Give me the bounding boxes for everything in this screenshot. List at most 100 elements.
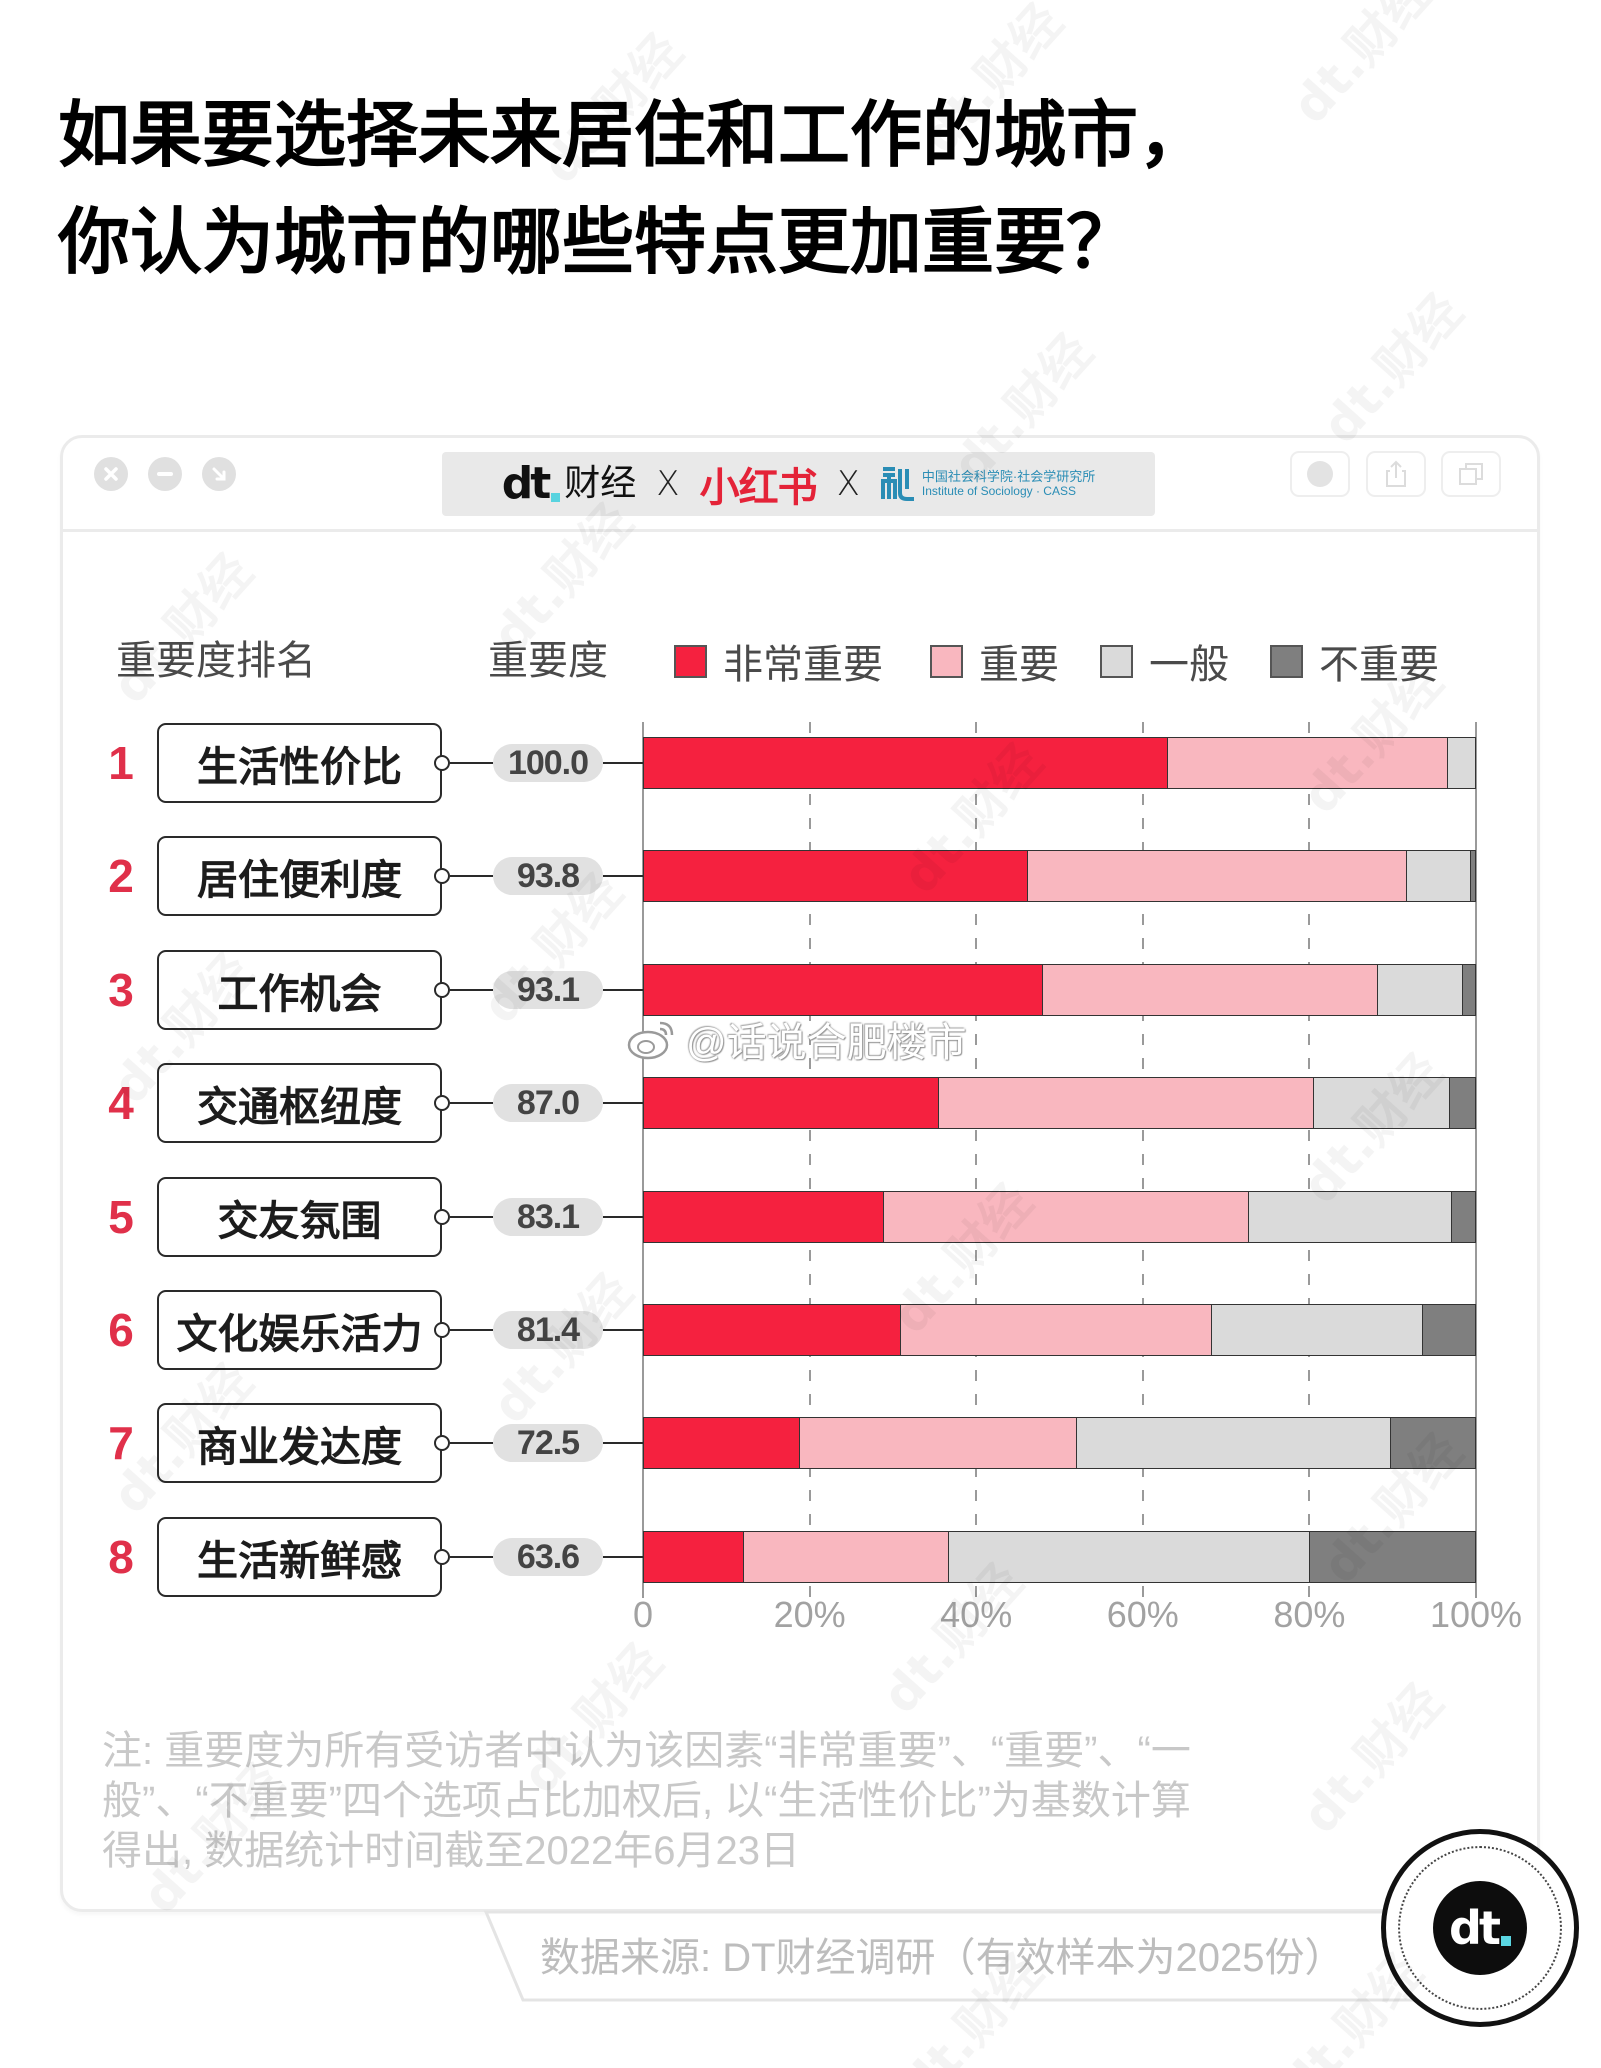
bar-segment-important xyxy=(1042,964,1378,1015)
importance-score: 72.5 xyxy=(493,1424,603,1463)
page-title: 如果要选择未来居住和工作的城市， 你认为城市的哪些特点更加重要？ xyxy=(58,82,1210,296)
minimize-button[interactable] xyxy=(148,457,182,491)
importance-score: 93.8 xyxy=(493,857,603,896)
connector-dot xyxy=(434,981,450,998)
title-line-2: 你认为城市的哪些特点更加重要？ xyxy=(58,200,1139,284)
bar-segment-not xyxy=(1391,1418,1475,1469)
bar-segment-very xyxy=(644,1078,939,1129)
factor-label: 生活新鲜感 xyxy=(197,1537,402,1584)
bar-segment-neutral xyxy=(1313,1078,1451,1129)
connector-line xyxy=(603,1215,643,1218)
bar-segment-neutral xyxy=(1248,1191,1452,1242)
legend-swatch xyxy=(674,644,707,678)
factor-label: 商业发达度 xyxy=(197,1424,402,1471)
rank-number: 3 xyxy=(108,963,134,1016)
cass-name-en: Institute of Sociology · CASS xyxy=(921,484,1076,498)
bar-segment-very xyxy=(644,1531,744,1582)
bar-segment-important xyxy=(1027,851,1407,902)
expand-button[interactable] xyxy=(202,457,236,491)
expand-arrow-icon xyxy=(212,467,226,481)
bar-segment-neutral xyxy=(1211,1305,1423,1355)
factor-label-box: 交友氛围 xyxy=(157,1176,442,1257)
stacked-bar xyxy=(643,1190,1476,1243)
dt-name: 财经 xyxy=(564,463,637,504)
factor-label: 工作机会 xyxy=(217,970,382,1017)
x-tick-label: 40% xyxy=(940,1594,1013,1635)
brand-badge-ring xyxy=(1398,1846,1562,2010)
legend-swatch xyxy=(930,644,963,678)
connector-line xyxy=(450,762,493,764)
dt-dot-icon xyxy=(551,493,561,502)
x-tick-label: 60% xyxy=(1106,1594,1179,1635)
bar-segment-very xyxy=(644,964,1043,1015)
record-circle-icon xyxy=(1307,461,1333,487)
x-tick-label: 0 xyxy=(632,1594,654,1635)
chart-row: 6 文化娱乐活力 81.4 xyxy=(0,1290,1601,1370)
cass-logo: 中国社会科学院·社会学研究所 Institute of Sociology · … xyxy=(880,467,1095,501)
partner-logos-bar: dt 财经 X 小红书 X 中国社会科学院·社会学研究所 Institute o… xyxy=(442,452,1155,516)
copy-windows-icon xyxy=(1459,463,1483,485)
mock-window: dt 财经 X 小红书 X 中国社会科学院·社会学研究所 Institute o… xyxy=(60,435,1540,1912)
factor-label-box: 工作机会 xyxy=(157,949,442,1030)
window-header-divider xyxy=(63,529,1537,532)
connector-dot xyxy=(434,1095,450,1112)
factor-label-box: 居住便利度 xyxy=(157,836,442,917)
title-line-1: 如果要选择未来居住和工作的城市， xyxy=(58,93,1211,177)
bar-segment-important xyxy=(900,1305,1212,1355)
bar-segment-important xyxy=(800,1418,1077,1469)
rank-number: 1 xyxy=(108,737,134,789)
cass-emblem-icon xyxy=(880,467,914,501)
bar-segment-not xyxy=(1309,1531,1475,1582)
record-button[interactable] xyxy=(1290,451,1350,497)
connector-line xyxy=(450,1215,493,1218)
footnote: 注: 重要度为所有受访者中认为该因素“非常重要”、“重要”、“一 般”、“不重要… xyxy=(102,1726,1191,1876)
bar-segment-very xyxy=(644,738,1169,788)
legend-item-very: 非常重要 xyxy=(674,636,883,687)
close-button[interactable] xyxy=(94,457,128,491)
badge-mark: dt xyxy=(1449,1901,1501,1955)
bar-segment-not xyxy=(1422,1305,1475,1355)
importance-score: 100.0 xyxy=(493,744,603,782)
connector-line xyxy=(450,1329,493,1331)
connector-dot xyxy=(434,1435,450,1452)
stacked-bar xyxy=(643,850,1476,903)
badge-dot-icon xyxy=(1500,1936,1511,1946)
bar-segment-neutral xyxy=(948,1531,1310,1582)
gridline xyxy=(808,722,811,1598)
bar-segment-not xyxy=(1470,851,1475,902)
dt-mark: dt xyxy=(501,458,552,509)
legend-item-neutral: 一般 xyxy=(1100,636,1229,687)
legend-swatch xyxy=(1270,644,1303,678)
connector-line xyxy=(603,1102,643,1105)
rank-number: 2 xyxy=(108,850,134,903)
footnote-line: 般”、“不重要”四个选项占比加权后, 以“生活性价比”为基数计算 xyxy=(102,1779,1191,1823)
connector-line xyxy=(603,762,643,764)
bar-segment-neutral xyxy=(1076,1418,1392,1469)
bar-segment-neutral xyxy=(1448,738,1475,788)
stacked-bar xyxy=(643,963,1476,1016)
connector-dot xyxy=(434,755,450,771)
gridline xyxy=(1141,722,1144,1598)
footnote-line: 注: 重要度为所有受访者中认为该因素“非常重要”、“重要”、“一 xyxy=(102,1729,1191,1773)
rank-column-header: 重要度排名 xyxy=(116,639,316,683)
connector-line xyxy=(450,988,493,991)
factor-label: 居住便利度 xyxy=(197,857,402,904)
stacked-bar xyxy=(643,1530,1476,1583)
legend-label: 一般 xyxy=(1149,643,1229,687)
rank-number: 6 xyxy=(108,1304,134,1356)
chart-row: 3 工作机会 93.1 xyxy=(0,949,1601,1030)
connector-dot xyxy=(434,1548,450,1565)
gridline xyxy=(1308,722,1311,1598)
collab-separator: X xyxy=(656,464,680,504)
copy-button[interactable] xyxy=(1441,451,1501,497)
bar-segment-important xyxy=(1168,738,1449,788)
factor-label-box: 生活性价比 xyxy=(157,723,442,803)
importance-score: 83.1 xyxy=(493,1197,603,1236)
share-button[interactable] xyxy=(1366,451,1426,497)
close-icon xyxy=(104,467,118,481)
stacked-bar xyxy=(643,737,1476,789)
score-column-header: 重要度 xyxy=(488,639,608,683)
factor-label-box: 文化娱乐活力 xyxy=(157,1290,442,1370)
x-tick-label: 80% xyxy=(1273,1594,1346,1635)
